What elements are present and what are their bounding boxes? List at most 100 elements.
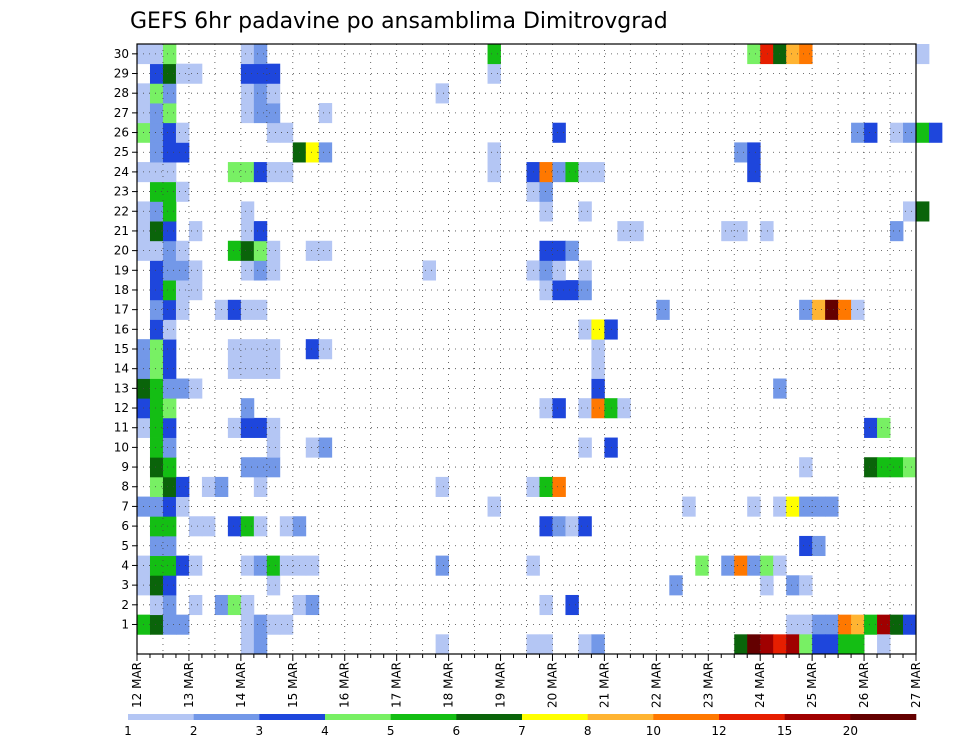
- heatmap-cell: [266, 122, 281, 143]
- heatmap-cell: [266, 339, 281, 360]
- heatmap-cell: [162, 181, 177, 202]
- heatmap-cell: [162, 260, 177, 281]
- heatmap-cell: [552, 476, 566, 497]
- x-tick-label: 12 MAR: [130, 662, 144, 708]
- plot-frame: [136, 43, 917, 655]
- heatmap-cell: [253, 417, 268, 438]
- heatmap-cell: [916, 44, 930, 65]
- heatmap-cell: [682, 496, 696, 517]
- colorbar-swatch: [784, 714, 851, 720]
- heatmap-cell: [162, 142, 177, 163]
- heatmap-cell: [175, 476, 190, 497]
- heatmap-cell: [747, 162, 761, 183]
- heatmap-cell: [240, 221, 255, 242]
- heatmap-cell: [838, 299, 852, 320]
- y-tick-label: 4: [121, 558, 129, 572]
- heatmap-cell: [227, 417, 242, 438]
- colorbar-swatch: [325, 714, 391, 720]
- heatmap-cell: [279, 516, 294, 537]
- heatmap-cell: [188, 280, 203, 301]
- heatmap-cell: [240, 44, 255, 65]
- x-tick-label: 16 MAR: [338, 662, 352, 708]
- heatmap-cell: [877, 417, 891, 438]
- heatmap-cell: [149, 358, 164, 379]
- heatmap-cell: [812, 299, 826, 320]
- heatmap-cell: [435, 476, 449, 497]
- heatmap-cell: [149, 437, 164, 458]
- heatmap-cell: [149, 457, 164, 478]
- heatmap-cell: [747, 555, 761, 576]
- heatmap-cell: [188, 555, 203, 576]
- heatmap-cell: [799, 575, 813, 596]
- heatmap-cell: [318, 142, 333, 163]
- colorbar-label: 2: [190, 724, 198, 738]
- heatmap-cell: [175, 142, 190, 163]
- heatmap-cell: [188, 516, 203, 537]
- heatmap-cell: [565, 162, 579, 183]
- heatmap-cell: [175, 63, 190, 84]
- heatmap-cell: [240, 398, 255, 419]
- heatmap-cell: [799, 535, 813, 557]
- heatmap-cell: [890, 122, 904, 143]
- heatmap-cell: [552, 240, 566, 261]
- heatmap-cell: [253, 339, 268, 360]
- heatmap-cell: [318, 103, 333, 124]
- y-tick-label: 26: [114, 126, 129, 140]
- heatmap-cell: [747, 44, 761, 65]
- heatmap-cell: [539, 181, 553, 202]
- heatmap-cell: [188, 260, 203, 281]
- y-tick-label: 27: [114, 106, 129, 120]
- x-axis-ticks: 12 MAR 13 MAR 14 MAR 15 MAR 16 MAR 17 MAR 18 M…: [130, 654, 923, 708]
- heatmap-cell: [747, 496, 761, 517]
- heatmap-cell: [591, 378, 605, 399]
- heatmap-cell: [877, 457, 891, 478]
- colorbar-label: 8: [584, 724, 592, 738]
- y-tick-label: 5: [121, 539, 129, 553]
- heatmap-cell: [188, 594, 203, 616]
- heatmap-cell: [552, 162, 566, 183]
- heatmap-cell: [149, 122, 164, 143]
- heatmap-cell: [825, 634, 839, 655]
- y-tick-label: 20: [114, 244, 129, 258]
- heatmap-cell: [539, 240, 553, 261]
- heatmap-cell: [734, 142, 748, 163]
- heatmap-cell: [928, 122, 943, 143]
- heatmap-cell: [760, 634, 774, 655]
- heatmap-cell: [149, 398, 164, 419]
- heatmap-cell: [253, 614, 268, 635]
- heatmap-cell: [903, 457, 917, 478]
- heatmap-cell: [162, 240, 177, 261]
- y-tick-label: 28: [114, 86, 129, 100]
- heatmap-cell: [162, 476, 177, 497]
- heatmap-cell: [825, 614, 839, 635]
- heatmap-cell: [175, 181, 190, 202]
- heatmap-cell: [149, 339, 164, 360]
- heatmap-cell: [435, 634, 449, 655]
- heatmap-cell: [162, 516, 177, 537]
- heatmap-cell: [149, 181, 164, 202]
- colorbar-label: 7: [518, 724, 526, 738]
- heatmap-cell: [253, 516, 268, 537]
- heatmap-cell: [240, 162, 255, 183]
- heatmap-cell: [617, 221, 631, 242]
- heatmap-cell: [487, 496, 501, 517]
- heatmap-cell: [318, 437, 333, 458]
- heatmap-cell: [149, 319, 164, 340]
- colorbar-swatch: [719, 714, 785, 720]
- heatmap-cell: [266, 162, 281, 183]
- heatmap-cell: [253, 358, 268, 379]
- heatmap-cell: [669, 575, 683, 596]
- heatmap-cell: [539, 398, 553, 419]
- heatmap-cell: [552, 516, 566, 537]
- heatmap-cell: [149, 240, 164, 261]
- y-tick-label: 9: [121, 460, 129, 474]
- heatmap-cell: [487, 162, 501, 183]
- heatmap-cell: [162, 63, 177, 84]
- colorbar-swatch: [850, 714, 917, 720]
- heatmap-cell: [903, 122, 917, 143]
- colorbar-swatch: [653, 714, 720, 720]
- y-tick-label: 14: [114, 362, 129, 376]
- heatmap-cell: [578, 398, 592, 419]
- heatmap-cell: [539, 476, 553, 497]
- heatmap-cell: [149, 221, 164, 242]
